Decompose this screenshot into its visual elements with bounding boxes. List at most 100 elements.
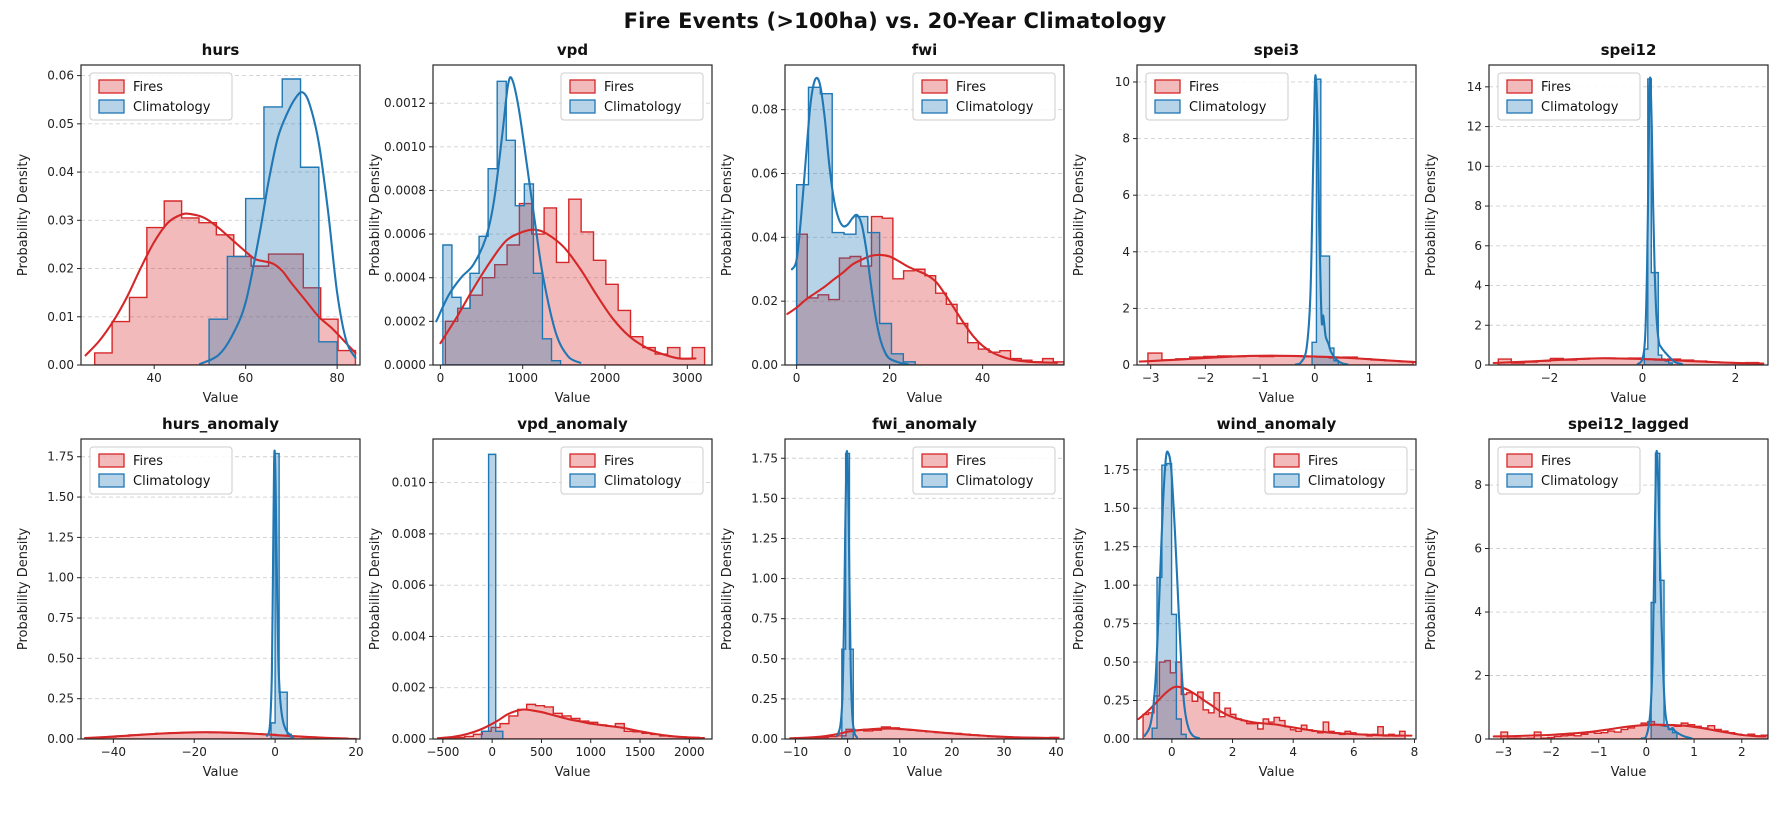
- y-tick-label: 0.0008: [384, 183, 426, 197]
- legend-label-fires: Fires: [956, 454, 986, 469]
- x-tick-label: −20: [182, 745, 207, 759]
- fires-histogram: [437, 703, 705, 739]
- x-tick-label: 80: [329, 371, 344, 385]
- y-tick-label: 0.0010: [384, 140, 426, 154]
- legend-label-fires: Fires: [1189, 80, 1219, 95]
- legend-swatch-climatology: [98, 473, 125, 488]
- figure-title: Fire Events (>100ha) vs. 20-Year Climato…: [623, 9, 1167, 33]
- y-tick-label: 14: [1467, 80, 1482, 94]
- subplot-title: hurs: [202, 41, 240, 59]
- legend: Fires Climatology: [89, 446, 233, 495]
- panel-vpd_anomaly: vpd_anomaly −500 0 500 1000 1500 2000 0.000 0.00…: [367, 409, 719, 783]
- panel-vpd: vpd 0 1000 2000 3000 0.0000 0.0002 0.0004 0.0006…: [367, 35, 719, 409]
- legend: Fires Climatology: [560, 446, 704, 495]
- legend-swatch-climatology: [98, 99, 125, 114]
- legend-label-climatology: Climatology: [956, 474, 1034, 489]
- x-tick-label: 2000: [674, 745, 705, 759]
- y-tick-label: 0.0006: [384, 227, 426, 241]
- panel-spei12: spei12 −2 0 2 0 2 4 6 8 10 12 14 Value Probability De…: [1423, 35, 1775, 409]
- climatology-histogram: [480, 453, 504, 739]
- subplot-fwi_anomaly: fwi_anomaly −10 0 10 20 30 40 0.00 0.25 0.50 0.75 1…: [720, 415, 1065, 780]
- x-tick-label: 60: [238, 371, 253, 385]
- legend-label-fires: Fires: [956, 80, 986, 95]
- y-tick-label: 8: [1474, 478, 1482, 492]
- legend: Fires Climatology: [89, 72, 233, 121]
- fires-kde-curve: [786, 253, 1059, 364]
- y-tick-label: 0.004: [392, 629, 426, 643]
- x-tick-label: −2: [1541, 371, 1559, 385]
- y-tick-label: 1.50: [751, 491, 778, 505]
- x-tick-label: 40: [975, 371, 990, 385]
- climatology-kde-curve: [1640, 449, 1693, 739]
- y-tick-label: 1.50: [1103, 501, 1130, 515]
- y-tick-label: 0.00: [751, 732, 778, 746]
- x-tick-label: −40: [101, 745, 126, 759]
- x-tick-label: 3000: [672, 371, 703, 385]
- x-tick-label: 1: [1690, 745, 1698, 759]
- legend-swatch-fires: [569, 79, 596, 94]
- axes-frame: [432, 438, 713, 740]
- panel-hurs_anomaly: hurs_anomaly −40 −20 0 20 0.00 0.25 0.50 0.75 1.0…: [15, 409, 367, 783]
- subplot-grid: hurs 40 60 80 0.00 0.01 0.02 0.03 0.04 0.05 0.06 Va…: [15, 35, 1775, 783]
- x-tick-label: 6: [1350, 745, 1358, 759]
- legend-label-climatology: Climatology: [133, 474, 211, 489]
- y-tick-label: 6: [1474, 542, 1482, 556]
- y-tick-label: 12: [1467, 120, 1482, 134]
- subplot-spei12_lagged: spei12_lagged −3 −2 −1 0 1 2 0 2 4 6 8 Value Probabil…: [1424, 415, 1769, 780]
- x-tick-label: 1000: [575, 745, 606, 759]
- fires-kde-curve: [1492, 723, 1767, 738]
- x-tick-label: 0: [793, 371, 801, 385]
- x-tick-label: 0: [1311, 371, 1319, 385]
- x-tick-label: 0: [1639, 371, 1647, 385]
- y-tick-label: 0.000: [392, 732, 426, 746]
- x-tick-label: 2: [1229, 745, 1237, 759]
- fires-histogram: [444, 198, 706, 365]
- climatology-kde-curve: [836, 450, 859, 739]
- legend-label-climatology: Climatology: [1308, 474, 1386, 489]
- y-tick-label: 1.75: [751, 451, 778, 465]
- legend: Fires Climatology: [912, 446, 1056, 495]
- y-axis-label: Probability Density: [1424, 528, 1439, 651]
- y-tick-label: 4: [1122, 245, 1130, 259]
- y-tick-label: 0.00: [47, 732, 74, 746]
- x-axis-label: Value: [1611, 391, 1647, 406]
- x-tick-label: −1: [1251, 371, 1269, 385]
- climatology-kde-curve: [1636, 76, 1684, 365]
- subplot-hurs: hurs 40 60 80 0.00 0.01 0.02 0.03 0.04 0.05 0.06 Va…: [16, 41, 361, 406]
- y-tick-label: 0.06: [47, 69, 74, 83]
- climatology-kde-curve: [435, 76, 582, 364]
- climatology-kde-curve: [1143, 450, 1201, 739]
- climatology-histogram: [208, 78, 338, 365]
- legend: Fires Climatology: [1264, 446, 1408, 495]
- subplot-title: spei12: [1601, 41, 1657, 59]
- y-tick-label: 0.00: [1103, 732, 1130, 746]
- y-tick-label: 0.03: [47, 213, 74, 227]
- x-tick-label: −3: [1494, 745, 1512, 759]
- y-tick-label: 1.75: [1103, 463, 1130, 477]
- y-tick-label: 0.006: [392, 578, 426, 592]
- x-axis-label: Value: [203, 391, 239, 406]
- subplot-title: wind_anomaly: [1217, 415, 1337, 433]
- legend-swatch-fires: [98, 453, 125, 468]
- y-tick-label: 0.25: [751, 692, 778, 706]
- subplot-hurs_anomaly: hurs_anomaly −40 −20 0 20 0.00 0.25 0.50 0.75 1.0…: [16, 415, 364, 780]
- x-tick-label: 4: [1289, 745, 1297, 759]
- subplot-title: fwi: [912, 41, 938, 59]
- x-tick-label: 1: [1366, 371, 1374, 385]
- x-axis-label: Value: [907, 765, 943, 780]
- y-axis-label: Probability Density: [368, 528, 383, 651]
- y-tick-label: 0.75: [1103, 617, 1130, 631]
- subplot-title: vpd_anomaly: [517, 415, 628, 433]
- x-tick-label: −10: [783, 745, 808, 759]
- x-tick-label: 0: [1168, 745, 1176, 759]
- y-tick-label: 1.75: [47, 450, 74, 464]
- y-tick-label: 0.06: [751, 167, 778, 181]
- y-tick-label: 0: [1122, 358, 1130, 372]
- climatology-kde-curve: [1294, 74, 1349, 365]
- legend-label-climatology: Climatology: [604, 100, 682, 115]
- legend-label-climatology: Climatology: [604, 474, 682, 489]
- subplot-title: hurs_anomaly: [162, 415, 279, 433]
- x-tick-label: −500: [426, 745, 459, 759]
- legend-swatch-fires: [1506, 79, 1533, 94]
- legend-swatch-fires: [98, 79, 125, 94]
